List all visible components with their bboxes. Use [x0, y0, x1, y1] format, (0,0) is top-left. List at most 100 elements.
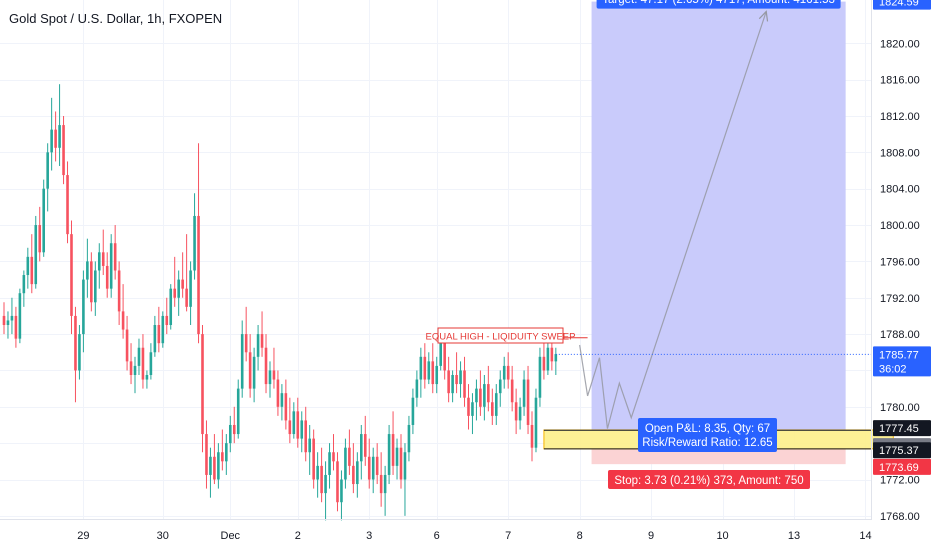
candle[interactable]: [113, 225, 117, 280]
candle[interactable]: [387, 424, 391, 485]
candle[interactable]: [367, 438, 371, 489]
candle[interactable]: [487, 365, 490, 412]
candle[interactable]: [34, 215, 38, 289]
candle[interactable]: [403, 443, 407, 516]
candle[interactable]: [431, 343, 435, 394]
candle[interactable]: [244, 306, 248, 362]
candle[interactable]: [518, 397, 522, 430]
candle[interactable]: [264, 334, 268, 394]
candle[interactable]: [177, 270, 180, 316]
candle[interactable]: [483, 374, 486, 421]
candle[interactable]: [502, 356, 506, 389]
candle[interactable]: [479, 370, 482, 416]
candle[interactable]: [193, 193, 196, 280]
candle[interactable]: [459, 361, 462, 398]
candle[interactable]: [38, 206, 42, 262]
candle[interactable]: [411, 388, 415, 435]
candle[interactable]: [62, 116, 65, 185]
candle[interactable]: [217, 443, 220, 489]
candle[interactable]: [161, 311, 165, 348]
candle[interactable]: [165, 297, 169, 335]
candle[interactable]: [205, 420, 208, 489]
candle[interactable]: [97, 243, 101, 289]
candle[interactable]: [272, 347, 276, 389]
stop-zone[interactable]: [591, 448, 846, 465]
candle[interactable]: [328, 443, 331, 489]
candle[interactable]: [514, 388, 518, 435]
candle[interactable]: [82, 270, 85, 353]
candle[interactable]: [133, 356, 137, 394]
candle[interactable]: [427, 352, 431, 385]
candle[interactable]: [94, 261, 97, 316]
candle[interactable]: [375, 443, 379, 485]
candle[interactable]: [463, 356, 466, 407]
candle[interactable]: [121, 284, 125, 339]
candle[interactable]: [360, 424, 363, 480]
candle[interactable]: [526, 365, 530, 435]
candle[interactable]: [371, 447, 375, 494]
candle[interactable]: [117, 261, 121, 326]
candle[interactable]: [248, 334, 252, 398]
candle[interactable]: [58, 84, 61, 166]
candle[interactable]: [260, 311, 264, 357]
candle[interactable]: [407, 415, 411, 462]
candle[interactable]: [399, 434, 403, 489]
candle[interactable]: [78, 325, 81, 380]
candle[interactable]: [197, 143, 200, 344]
candle[interactable]: [153, 315, 157, 357]
candle[interactable]: [379, 452, 383, 507]
candle[interactable]: [173, 256, 177, 307]
candle[interactable]: [391, 411, 395, 475]
candle[interactable]: [6, 311, 10, 339]
candle[interactable]: [70, 220, 73, 335]
candle[interactable]: [538, 347, 542, 407]
candle[interactable]: [137, 338, 141, 375]
candle[interactable]: [415, 370, 419, 407]
candle[interactable]: [395, 438, 399, 480]
candle[interactable]: [209, 447, 212, 498]
candle[interactable]: [169, 284, 173, 330]
candle[interactable]: [221, 429, 224, 471]
candle[interactable]: [145, 370, 149, 389]
candle[interactable]: [213, 434, 216, 485]
candle[interactable]: [332, 434, 335, 471]
candle[interactable]: [149, 343, 153, 380]
candle[interactable]: [352, 443, 355, 494]
candle[interactable]: [256, 325, 260, 371]
candle[interactable]: [530, 411, 534, 462]
candle[interactable]: [491, 388, 494, 425]
candle[interactable]: [26, 247, 30, 289]
candle[interactable]: [14, 306, 18, 348]
candle[interactable]: [181, 252, 184, 298]
candle[interactable]: [225, 434, 228, 475]
candle[interactable]: [383, 465, 387, 516]
candle[interactable]: [455, 352, 458, 394]
candle[interactable]: [494, 384, 498, 425]
candle[interactable]: [312, 429, 315, 489]
candle[interactable]: [363, 415, 367, 466]
candle[interactable]: [348, 429, 351, 475]
candle[interactable]: [10, 297, 14, 335]
time-axis[interactable]: 29 30 Dec 2 3 6 7 8 9 10 13 14: [77, 530, 871, 542]
candle[interactable]: [296, 397, 300, 448]
candle[interactable]: [252, 347, 256, 403]
candle[interactable]: [54, 111, 57, 162]
candle[interactable]: [280, 384, 284, 421]
candle[interactable]: [232, 406, 236, 444]
candle[interactable]: [157, 306, 161, 353]
candle[interactable]: [105, 252, 109, 298]
candle[interactable]: [42, 179, 45, 257]
candle[interactable]: [66, 161, 69, 244]
candle[interactable]: [320, 447, 323, 503]
candle[interactable]: [300, 411, 304, 453]
candle[interactable]: [240, 320, 244, 398]
candle[interactable]: [141, 334, 145, 389]
candle[interactable]: [467, 384, 470, 430]
candle[interactable]: [316, 452, 319, 498]
candle[interactable]: [451, 370, 454, 403]
candle[interactable]: [288, 397, 292, 444]
candle[interactable]: [534, 388, 538, 453]
candle[interactable]: [185, 234, 188, 312]
projection-path[interactable]: [579, 11, 767, 429]
candle[interactable]: [189, 261, 192, 326]
